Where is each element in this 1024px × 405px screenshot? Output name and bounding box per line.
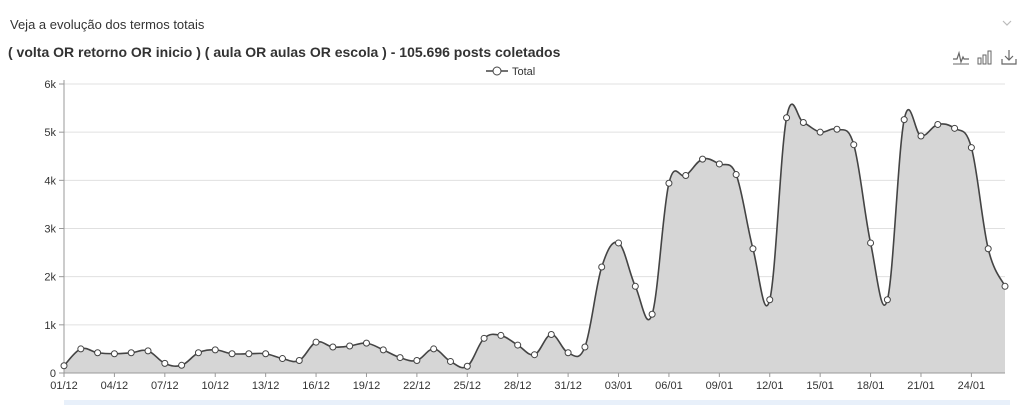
data-point: [699, 155, 707, 163]
data-point: [228, 350, 236, 358]
data-point: [598, 263, 606, 271]
data-point: [295, 356, 303, 364]
x-tick-label: 12/01: [756, 380, 784, 392]
data-point: [867, 239, 875, 247]
x-tick-label: 15/01: [806, 380, 834, 392]
y-tick-label: 6k: [44, 79, 56, 91]
data-point: [749, 245, 757, 253]
legend-marker: [492, 66, 502, 76]
data-point: [682, 172, 690, 180]
data-point: [967, 144, 975, 152]
chart-toolbar: [952, 48, 1018, 66]
data-point: [732, 171, 740, 179]
x-tick-label: 06/01: [655, 380, 683, 392]
data-point: [615, 239, 623, 247]
x-tick-label: 18/01: [857, 380, 885, 392]
x-tick-label: 10/12: [201, 380, 229, 392]
x-tick-label: 09/01: [706, 380, 734, 392]
x-tick-label: 25/12: [454, 380, 482, 392]
x-tick-label: 31/12: [554, 380, 582, 392]
data-point: [766, 296, 774, 304]
section-title: Veja a evolução dos termos totais: [10, 17, 205, 32]
data-point: [648, 310, 656, 318]
data-point: [984, 245, 992, 253]
y-tick-label: 0: [50, 368, 56, 380]
x-tick-label: 04/12: [101, 380, 129, 392]
data-point: [144, 347, 152, 355]
legend-label: Total: [512, 66, 535, 78]
data-point: [329, 343, 337, 351]
data-point: [379, 346, 387, 354]
y-tick-label: 4k: [44, 175, 56, 187]
x-tick-label: 24/01: [958, 380, 986, 392]
range-selector[interactable]: [64, 400, 1010, 405]
data-point: [631, 282, 639, 290]
x-tick-label: 19/12: [353, 380, 381, 392]
data-point: [362, 339, 370, 347]
data-point: [396, 354, 404, 362]
bar-chart-icon[interactable]: [976, 48, 994, 66]
x-tick-label: 01/12: [50, 380, 78, 392]
data-point: [934, 120, 942, 128]
data-point: [60, 362, 68, 370]
data-point: [127, 349, 135, 357]
y-tick-label: 1k: [44, 320, 56, 332]
x-tick-label: 07/12: [151, 380, 179, 392]
x-tick-label: 22/12: [403, 380, 431, 392]
x-tick-label: 13/12: [252, 380, 280, 392]
data-point: [665, 179, 673, 187]
y-tick-label: 3k: [44, 224, 56, 236]
data-point: [547, 330, 555, 338]
chevron-down-icon[interactable]: [1000, 16, 1014, 30]
data-point: [783, 114, 791, 122]
data-point: [514, 341, 522, 349]
data-point: [110, 350, 118, 358]
data-point: [833, 125, 841, 133]
data-point: [1001, 282, 1009, 290]
data-point: [480, 334, 488, 342]
data-point: [211, 346, 219, 354]
data-point: [161, 359, 169, 367]
data-point: [94, 349, 102, 357]
data-point: [497, 331, 505, 339]
x-tick-label: 03/01: [605, 380, 633, 392]
data-point: [77, 345, 85, 353]
data-point: [564, 349, 572, 357]
data-point: [850, 141, 858, 149]
x-tick-label: 16/12: [302, 380, 330, 392]
data-point: [194, 349, 202, 357]
data-point: [413, 356, 421, 364]
x-tick-label: 21/01: [907, 380, 935, 392]
data-point: [715, 160, 723, 168]
data-point: [430, 345, 438, 353]
data-point: [312, 338, 320, 346]
data-point: [262, 350, 270, 358]
data-point: [178, 361, 186, 369]
data-point: [581, 343, 589, 351]
data-point: [816, 128, 824, 136]
data-point: [951, 124, 959, 132]
data-point: [463, 362, 471, 370]
data-point: [883, 296, 891, 304]
series-area: [64, 104, 1005, 373]
data-point: [446, 357, 454, 365]
x-tick-label: 28/12: [504, 380, 532, 392]
chart-title: ( volta OR retorno OR inicio ) ( aula OR…: [8, 44, 561, 60]
line-chart-icon[interactable]: [952, 48, 970, 66]
y-tick-label: 2k: [44, 272, 56, 284]
data-point: [346, 342, 354, 350]
data-point: [245, 350, 253, 358]
data-point: [799, 119, 807, 127]
data-point: [531, 351, 538, 359]
download-icon[interactable]: [1000, 48, 1018, 66]
y-tick-label: 5k: [44, 127, 56, 139]
data-point: [917, 132, 925, 140]
data-point: [900, 116, 908, 124]
data-point: [278, 355, 286, 363]
